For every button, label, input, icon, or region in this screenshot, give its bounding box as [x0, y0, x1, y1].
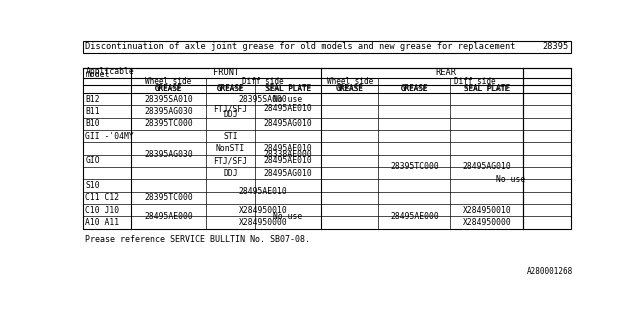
Text: REAR: REAR: [436, 68, 457, 77]
Text: 28495AE010: 28495AE010: [264, 104, 312, 113]
Text: GREASE: GREASE: [154, 84, 182, 93]
Text: SEAL PLATE: SEAL PLATE: [465, 86, 509, 92]
Bar: [83, 41, 572, 53]
Text: No use: No use: [273, 212, 303, 221]
Text: FRONT: FRONT: [213, 68, 239, 77]
Text: FTJ/SFJ: FTJ/SFJ: [213, 156, 248, 165]
Text: Diff side: Diff side: [243, 76, 284, 86]
Text: 28495AE000: 28495AE000: [144, 212, 193, 221]
Text: model: model: [85, 70, 110, 79]
Text: S10: S10: [85, 181, 100, 190]
Text: 28395AG030: 28395AG030: [144, 107, 193, 116]
Text: 28395TC000: 28395TC000: [390, 163, 439, 172]
Text: GIO: GIO: [85, 156, 100, 165]
Text: GREASE: GREASE: [336, 84, 364, 93]
Text: A10 A11: A10 A11: [85, 218, 120, 227]
Text: 28338AE000: 28338AE000: [264, 150, 312, 159]
Text: 28395SA000: 28395SA000: [239, 95, 287, 104]
Text: No use: No use: [273, 95, 303, 104]
Text: X284950010: X284950010: [463, 206, 511, 215]
Text: B10: B10: [85, 119, 100, 128]
Text: GREASE: GREASE: [401, 84, 428, 93]
Text: 28495AE000: 28495AE000: [390, 212, 439, 221]
Text: 28395: 28395: [543, 42, 569, 52]
Text: GREASE: GREASE: [336, 86, 364, 92]
Text: SEAL PLATE: SEAL PLATE: [266, 86, 310, 92]
Text: DDJ: DDJ: [223, 169, 237, 178]
Text: B11: B11: [85, 107, 100, 116]
Text: GREASE: GREASE: [217, 86, 244, 92]
Text: STI: STI: [223, 132, 237, 141]
Text: 28495AE010: 28495AE010: [264, 156, 312, 165]
Text: 28495AE010: 28495AE010: [264, 144, 312, 153]
Text: Wheel side: Wheel side: [145, 76, 191, 86]
Text: Diff side: Diff side: [454, 76, 495, 86]
Text: No use: No use: [496, 175, 525, 184]
Text: Applicable: Applicable: [85, 67, 134, 76]
Text: X284950000: X284950000: [239, 218, 287, 227]
Text: GREASE: GREASE: [401, 86, 428, 92]
Text: GREASE: GREASE: [155, 86, 182, 92]
Text: GREASE: GREASE: [216, 84, 244, 93]
Text: 28395TC000: 28395TC000: [144, 119, 193, 128]
Text: Prease reference SERVICE BULLTIN No. SB07-08.: Prease reference SERVICE BULLTIN No. SB0…: [84, 235, 310, 244]
Bar: [83, 68, 572, 228]
Text: 28395SA010: 28395SA010: [144, 95, 193, 104]
Text: SEAL PLATE: SEAL PLATE: [464, 84, 510, 93]
Text: 28495AG010: 28495AG010: [264, 169, 312, 178]
Text: DDJ: DDJ: [223, 110, 237, 119]
Text: SEAL PLATE: SEAL PLATE: [265, 84, 311, 93]
Text: C10 J10: C10 J10: [85, 206, 120, 215]
Text: X284950000: X284950000: [463, 218, 511, 227]
Text: 28395AG030: 28395AG030: [144, 150, 193, 159]
Text: C11 C12: C11 C12: [85, 193, 120, 202]
Text: FTJ/SFJ: FTJ/SFJ: [213, 104, 248, 113]
Text: NonSTI: NonSTI: [216, 144, 245, 153]
Text: Wheel side: Wheel side: [326, 76, 373, 86]
Text: A280001268: A280001268: [527, 267, 573, 276]
Text: 28495AG010: 28495AG010: [463, 163, 511, 172]
Text: GII -'04MY: GII -'04MY: [85, 132, 134, 141]
Text: 28395TC000: 28395TC000: [144, 193, 193, 202]
Text: 28495AG010: 28495AG010: [264, 119, 312, 128]
Text: X284950010: X284950010: [239, 206, 287, 215]
Text: 28495AE010: 28495AE010: [239, 187, 287, 196]
Text: B12: B12: [85, 95, 100, 104]
Text: Discontinuation of axle joint grease for old models and new grease for replaceme: Discontinuation of axle joint grease for…: [85, 42, 516, 52]
